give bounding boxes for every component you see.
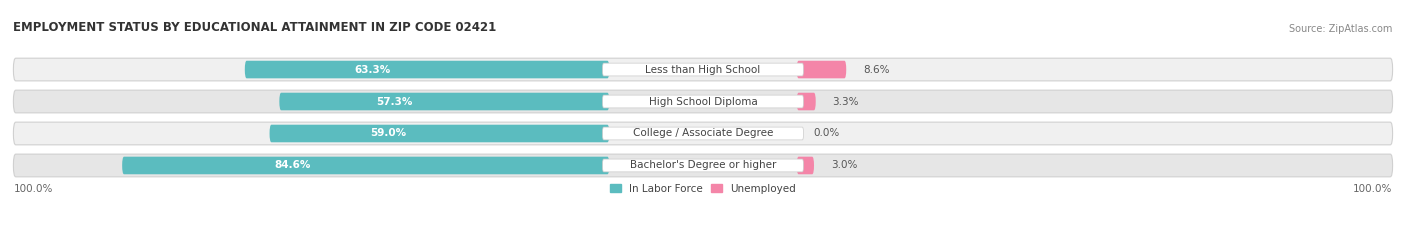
Text: 3.3%: 3.3%	[832, 96, 859, 106]
Text: 63.3%: 63.3%	[354, 65, 391, 75]
Text: 0.0%: 0.0%	[814, 128, 839, 138]
Text: 57.3%: 57.3%	[377, 96, 413, 106]
Text: College / Associate Degree: College / Associate Degree	[633, 128, 773, 138]
Text: EMPLOYMENT STATUS BY EDUCATIONAL ATTAINMENT IN ZIP CODE 02421: EMPLOYMENT STATUS BY EDUCATIONAL ATTAINM…	[14, 21, 496, 34]
Text: Bachelor's Degree or higher: Bachelor's Degree or higher	[630, 161, 776, 171]
Text: 59.0%: 59.0%	[370, 128, 406, 138]
FancyBboxPatch shape	[14, 90, 1392, 113]
FancyBboxPatch shape	[270, 125, 609, 142]
FancyBboxPatch shape	[603, 63, 803, 76]
Text: Source: ZipAtlas.com: Source: ZipAtlas.com	[1289, 24, 1392, 34]
FancyBboxPatch shape	[122, 157, 609, 174]
Text: 100.0%: 100.0%	[1353, 184, 1392, 193]
FancyBboxPatch shape	[603, 127, 803, 140]
Legend: In Labor Force, Unemployed: In Labor Force, Unemployed	[610, 184, 796, 194]
FancyBboxPatch shape	[797, 93, 815, 110]
FancyBboxPatch shape	[14, 58, 1392, 81]
Text: 84.6%: 84.6%	[274, 161, 311, 171]
Text: High School Diploma: High School Diploma	[648, 96, 758, 106]
Text: 8.6%: 8.6%	[863, 65, 890, 75]
FancyBboxPatch shape	[245, 61, 609, 78]
FancyBboxPatch shape	[14, 122, 1392, 145]
FancyBboxPatch shape	[603, 159, 803, 172]
FancyBboxPatch shape	[797, 157, 814, 174]
Text: Less than High School: Less than High School	[645, 65, 761, 75]
Text: 3.0%: 3.0%	[831, 161, 858, 171]
FancyBboxPatch shape	[14, 154, 1392, 177]
FancyBboxPatch shape	[603, 95, 803, 108]
FancyBboxPatch shape	[280, 93, 609, 110]
FancyBboxPatch shape	[797, 61, 846, 78]
Text: 100.0%: 100.0%	[14, 184, 53, 193]
